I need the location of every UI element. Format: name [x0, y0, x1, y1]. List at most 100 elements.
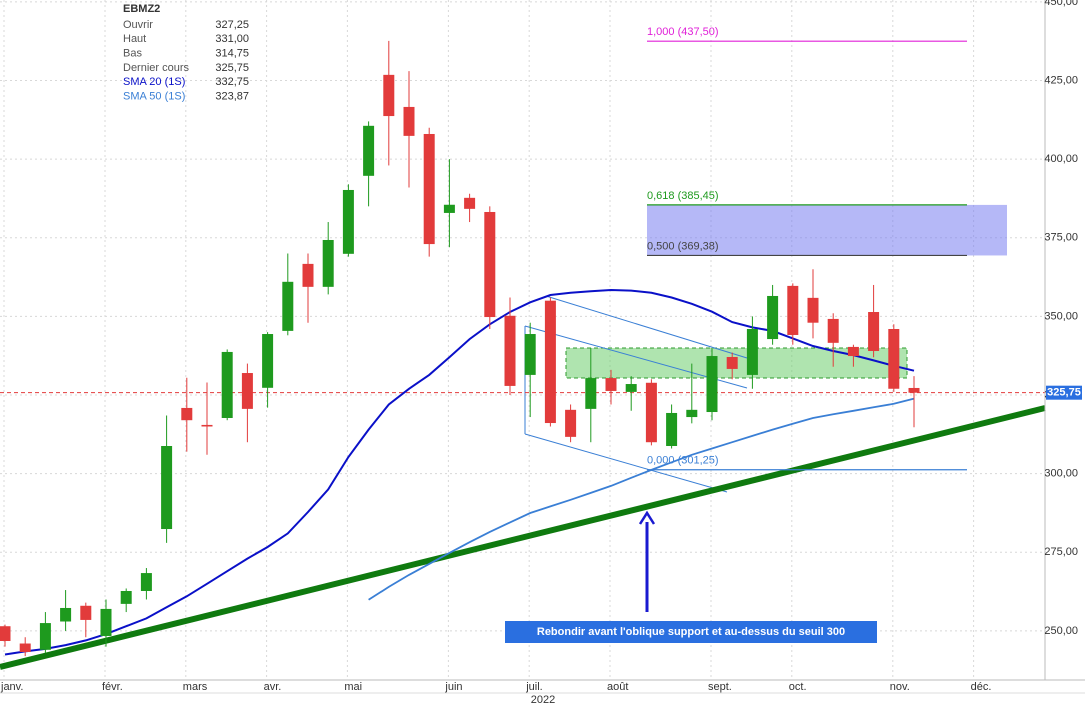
y-tick-label: 400,00	[1044, 153, 1078, 165]
candle-body	[181, 407, 193, 421]
y-tick-label: 425,00	[1044, 74, 1078, 86]
last-price-badge	[1046, 385, 1082, 400]
fib-label: 0,500 (369,38)	[647, 240, 719, 252]
candle-body	[787, 285, 799, 335]
fib-label: 0,618 (385,45)	[647, 190, 719, 202]
y-tick-label: 300,00	[1044, 468, 1078, 480]
x-tick-label: nov.	[890, 681, 910, 693]
candle-body	[140, 573, 152, 591]
year-label: 2022	[531, 694, 555, 706]
legend-value: 327,25	[215, 19, 249, 31]
legend-value: 332,75	[215, 76, 249, 88]
candle-body	[342, 189, 354, 254]
candle-body	[504, 315, 516, 386]
candle-body	[565, 409, 577, 437]
candle-body	[282, 281, 294, 331]
candle-body	[322, 239, 334, 287]
x-tick-label: sept.	[708, 681, 732, 693]
y-tick-label: 275,00	[1044, 546, 1078, 558]
y-tick-label: 450,00	[1044, 0, 1078, 8]
candle-body	[645, 382, 657, 443]
sma-line	[4, 288, 915, 656]
support-trendline	[0, 405, 1046, 670]
candle-body	[120, 590, 132, 604]
x-tick-label: juil.	[525, 681, 543, 693]
candle-body	[868, 312, 880, 352]
candle-body	[464, 197, 476, 209]
candle-body	[746, 328, 758, 375]
candle-body	[888, 328, 900, 389]
sma-line	[368, 397, 915, 601]
legend-rows: Ouvrir 327,25 Haut 331,00 Bas 314,75 Dernier c…	[123, 19, 249, 103]
candle-body	[302, 263, 314, 287]
y-tick-label: 375,00	[1044, 232, 1078, 244]
annotation-text: Rebondir avant l'oblique support et au-d…	[537, 626, 845, 638]
legend-value: 323,87	[215, 90, 249, 102]
candle-body	[423, 133, 435, 245]
candle-body	[827, 318, 839, 343]
x-tick-label: déc.	[971, 681, 992, 693]
legend-label: SMA 50 (1S)	[123, 90, 185, 102]
candle-body	[201, 424, 213, 427]
candle-body	[80, 605, 92, 620]
legend-label: Haut	[123, 33, 146, 45]
x-tick-label: avr.	[264, 681, 282, 693]
candle-body	[161, 445, 173, 530]
legend-value: 314,75	[215, 48, 249, 60]
legend-label: SMA 20 (1S)	[123, 76, 185, 88]
y-tick-label: 250,00	[1044, 625, 1078, 637]
legend-label: Bas	[123, 48, 142, 60]
plot: 1,000 (437,50) 0,618 (385,45) 0,500 (369,3…	[0, 26, 1045, 657]
candle-body	[221, 351, 233, 419]
legend-value: 331,00	[215, 33, 249, 45]
fib-label: 1,000 (437,50)	[647, 26, 719, 38]
candle-body	[403, 106, 415, 136]
candle-body	[908, 387, 920, 393]
fib-zone	[647, 204, 1007, 256]
x-tick-label: mars	[183, 681, 208, 693]
legend: EBMZ2	[123, 3, 160, 15]
y-tick-label: 350,00	[1044, 310, 1078, 322]
legend-label: Ouvrir	[123, 19, 153, 31]
annotation: Rebondir avant l'oblique support et au-d…	[505, 510, 877, 643]
candle-body	[706, 356, 718, 413]
candle-body	[585, 378, 597, 409]
candle-body	[625, 384, 637, 392]
candle-body	[363, 125, 375, 176]
candle-body	[484, 211, 496, 318]
candle-body	[241, 373, 253, 409]
legend-value: 325,75	[215, 62, 249, 74]
fib-label: 0,000 (301,25)	[647, 455, 719, 467]
candle-body	[39, 623, 51, 650]
channel-line	[545, 295, 748, 359]
channel-line	[524, 433, 728, 493]
x-tick-label: févr.	[102, 681, 123, 693]
candle-body	[605, 378, 617, 391]
candle-body	[544, 300, 556, 424]
candle-body	[19, 643, 31, 653]
last-price-label: 325,75	[1047, 387, 1081, 399]
candle-body	[100, 608, 112, 636]
candle-body	[847, 346, 859, 357]
x-tick-label: janv.	[0, 681, 23, 693]
x-tick-label: mai	[344, 681, 362, 693]
candle-body	[767, 295, 779, 340]
candle-body	[60, 607, 72, 622]
annotation-box	[505, 621, 877, 643]
candle-body	[524, 334, 536, 375]
x-tick-label: août	[607, 681, 628, 693]
legend-title: EBMZ2	[123, 3, 160, 15]
arrow-head	[638, 510, 656, 525]
candle-body	[0, 626, 11, 641]
candle-body	[666, 412, 678, 446]
candle-body	[383, 74, 395, 117]
x-tick-label: juin	[444, 681, 462, 693]
x-tick-label: oct.	[789, 681, 807, 693]
candle-body	[443, 204, 455, 213]
candle-body	[262, 334, 274, 388]
legend-label: Dernier cours	[123, 62, 190, 74]
candle-body	[807, 297, 819, 323]
candle-body	[726, 356, 738, 369]
